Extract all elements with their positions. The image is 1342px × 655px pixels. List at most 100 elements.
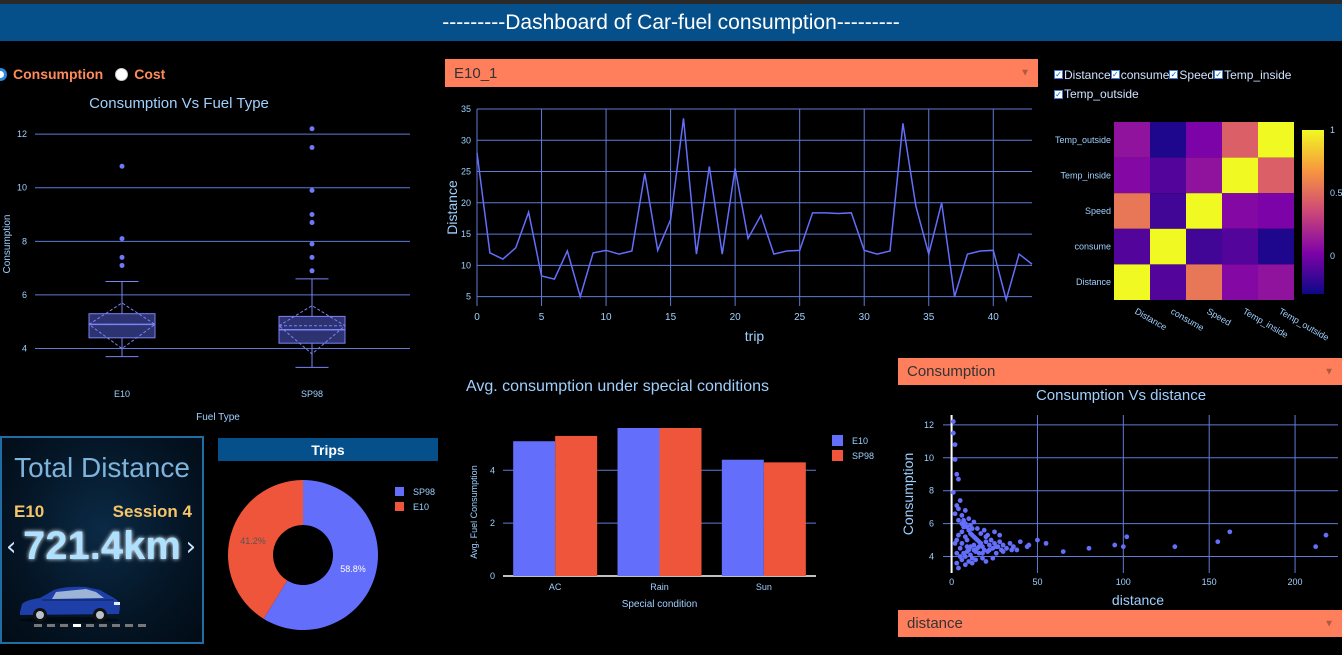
kpi-session-label: Session 4: [112, 502, 192, 521]
checkbox-label: Temp_outside: [1064, 87, 1139, 101]
checkmark-icon[interactable]: ✓: [1169, 70, 1179, 79]
heatmap-cell: [1114, 228, 1150, 265]
scatter-point: [956, 506, 961, 512]
boxplot-outlier: [309, 126, 315, 132]
scatter-point: [986, 542, 992, 548]
radio-label-consumption[interactable]: Consumption: [13, 66, 104, 82]
scatter-point: [969, 560, 975, 566]
boxplot-ytick: 10: [17, 183, 27, 193]
line-xtick: 10: [601, 312, 613, 323]
scatter-ytick: 10: [924, 453, 934, 463]
scatter-point: [971, 519, 977, 525]
carousel-dot[interactable]: [47, 624, 55, 627]
checkmark-icon[interactable]: ✓: [1054, 89, 1063, 99]
boxplot-title: Consumption Vs Fuel Type: [89, 95, 269, 112]
line-ytick: 30: [461, 135, 471, 145]
line-xtick: 25: [794, 312, 806, 323]
heatmap-cell: [1222, 157, 1258, 194]
scatter-ytick: 4: [929, 552, 934, 562]
scatter-point: [983, 539, 989, 545]
radio-cost[interactable]: [115, 67, 129, 81]
checkmark-icon[interactable]: ✓: [1110, 70, 1120, 79]
bar-e10: [513, 441, 556, 576]
scatter-point: [954, 560, 960, 566]
chevron-down-icon[interactable]: ▼: [1020, 67, 1030, 79]
checkmark-icon[interactable]: ✓: [1214, 70, 1224, 79]
scatter-point: [950, 489, 956, 495]
scatter-point: [962, 554, 968, 559]
trips-title-bar: Trips: [218, 438, 438, 461]
scatter-xtick: 0: [949, 577, 954, 587]
heatmap-cell: [1186, 122, 1222, 158]
scatter-point: [952, 442, 958, 448]
heatmap-checklist: ✓ Distance ✓ consume ✓ Speed ✓ Temp_inside ✓ Temp…: [1054, 64, 1342, 103]
line-xtick: 35: [923, 312, 935, 323]
scatter-point: [956, 517, 961, 523]
scatter-y-dropdown[interactable]: Consumption ▼: [898, 358, 1342, 385]
heatmap-cell: [1186, 193, 1222, 229]
boxplot-outlier: [309, 241, 315, 247]
radio-label-cost[interactable]: Cost: [134, 66, 166, 82]
chevron-left-icon[interactable]: ‹: [6, 532, 17, 562]
heatmap-cell: [1258, 122, 1294, 158]
boxplot-ytick: 8: [22, 236, 27, 246]
carousel-dot[interactable]: [86, 624, 94, 627]
scatter-point: [964, 549, 970, 555]
heatmap-colorbar-tick: 0.5: [1330, 188, 1342, 198]
checkbox-speed[interactable]: ✓ Speed: [1169, 66, 1214, 84]
boxplot-outlier: [309, 268, 315, 274]
total-distance-card: Total Distance E10 Session 4 ‹ 721.4km ›: [0, 436, 204, 644]
carousel-dot[interactable]: [125, 624, 133, 627]
kpi-title: Total Distance: [14, 452, 190, 483]
scatter-point: [959, 521, 965, 527]
scatter-point: [1313, 544, 1319, 550]
scatter-point: [956, 565, 961, 571]
trip-dropdown[interactable]: E10_1 ▼: [445, 59, 1038, 87]
radio-consumption[interactable]: [0, 67, 7, 81]
scatter-point: [997, 532, 1003, 538]
carousel-dot[interactable]: [34, 624, 42, 627]
scatter-point: [997, 539, 1003, 545]
scatter-point: [1124, 534, 1130, 540]
scatter-ytick: 8: [929, 486, 934, 496]
boxplot-outlier: [119, 163, 125, 169]
bar-legend-label: SP98: [852, 451, 874, 461]
scatter-xlabel: distance: [1112, 592, 1164, 608]
scatter-x-dropdown[interactable]: distance ▼: [898, 610, 1342, 637]
scatter-point: [1112, 542, 1118, 548]
donut-legend-swatch: [395, 502, 404, 511]
scatter-point: [1004, 545, 1009, 551]
carousel-dot[interactable]: [73, 624, 81, 627]
scatter-point: [1009, 547, 1015, 553]
checkbox-consume[interactable]: ✓ consume: [1110, 66, 1169, 84]
kpi-fuel-label: E10: [14, 502, 45, 521]
donut-slice-sp98: [263, 480, 378, 630]
chevron-down-icon[interactable]: ▼: [1324, 366, 1334, 377]
chevron-down-icon[interactable]: ▼: [1324, 618, 1334, 629]
heatmap-row-label: Temp_inside: [1060, 170, 1111, 180]
trip-dropdown-value: E10_1: [454, 64, 498, 82]
heatmap-cell: [1258, 193, 1294, 229]
carousel-dot[interactable]: [112, 624, 120, 627]
chevron-right-icon[interactable]: ›: [185, 532, 196, 562]
checkbox-distance[interactable]: ✓ Distance: [1054, 66, 1111, 84]
scatter-point: [959, 529, 965, 535]
line-xtick: 0: [474, 312, 480, 323]
checkbox-temp-outside[interactable]: ✓ Temp_outside: [1054, 85, 1139, 103]
carousel-dot[interactable]: [138, 624, 146, 627]
correlation-heatmap: Temp_outsideTemp_insideSpeedconsumeDista…: [1055, 122, 1342, 343]
heatmap-cell: [1222, 122, 1258, 158]
checkmark-icon[interactable]: ✓: [1054, 70, 1063, 79]
metric-radio-group: Consumption Cost: [0, 66, 165, 82]
consumption-distance-scatter: Consumption Vs distance 4 6 8 10 12 0 50 100 150 2…: [900, 387, 1338, 608]
trips-title: Trips: [311, 441, 345, 458]
bar-sp98: [555, 435, 598, 576]
checkbox-temp-inside[interactable]: ✓ Temp_inside: [1214, 66, 1291, 84]
heatmap-cell: [1150, 122, 1186, 158]
line-xtick: 5: [539, 312, 545, 323]
bar-ylabel: Avg. Fuel Consumption: [469, 465, 479, 558]
carousel-dot[interactable]: [60, 624, 68, 627]
carousel-dot[interactable]: [99, 624, 107, 627]
special-conditions-bar-chart: Avg. consumption under special condition…: [466, 378, 874, 610]
